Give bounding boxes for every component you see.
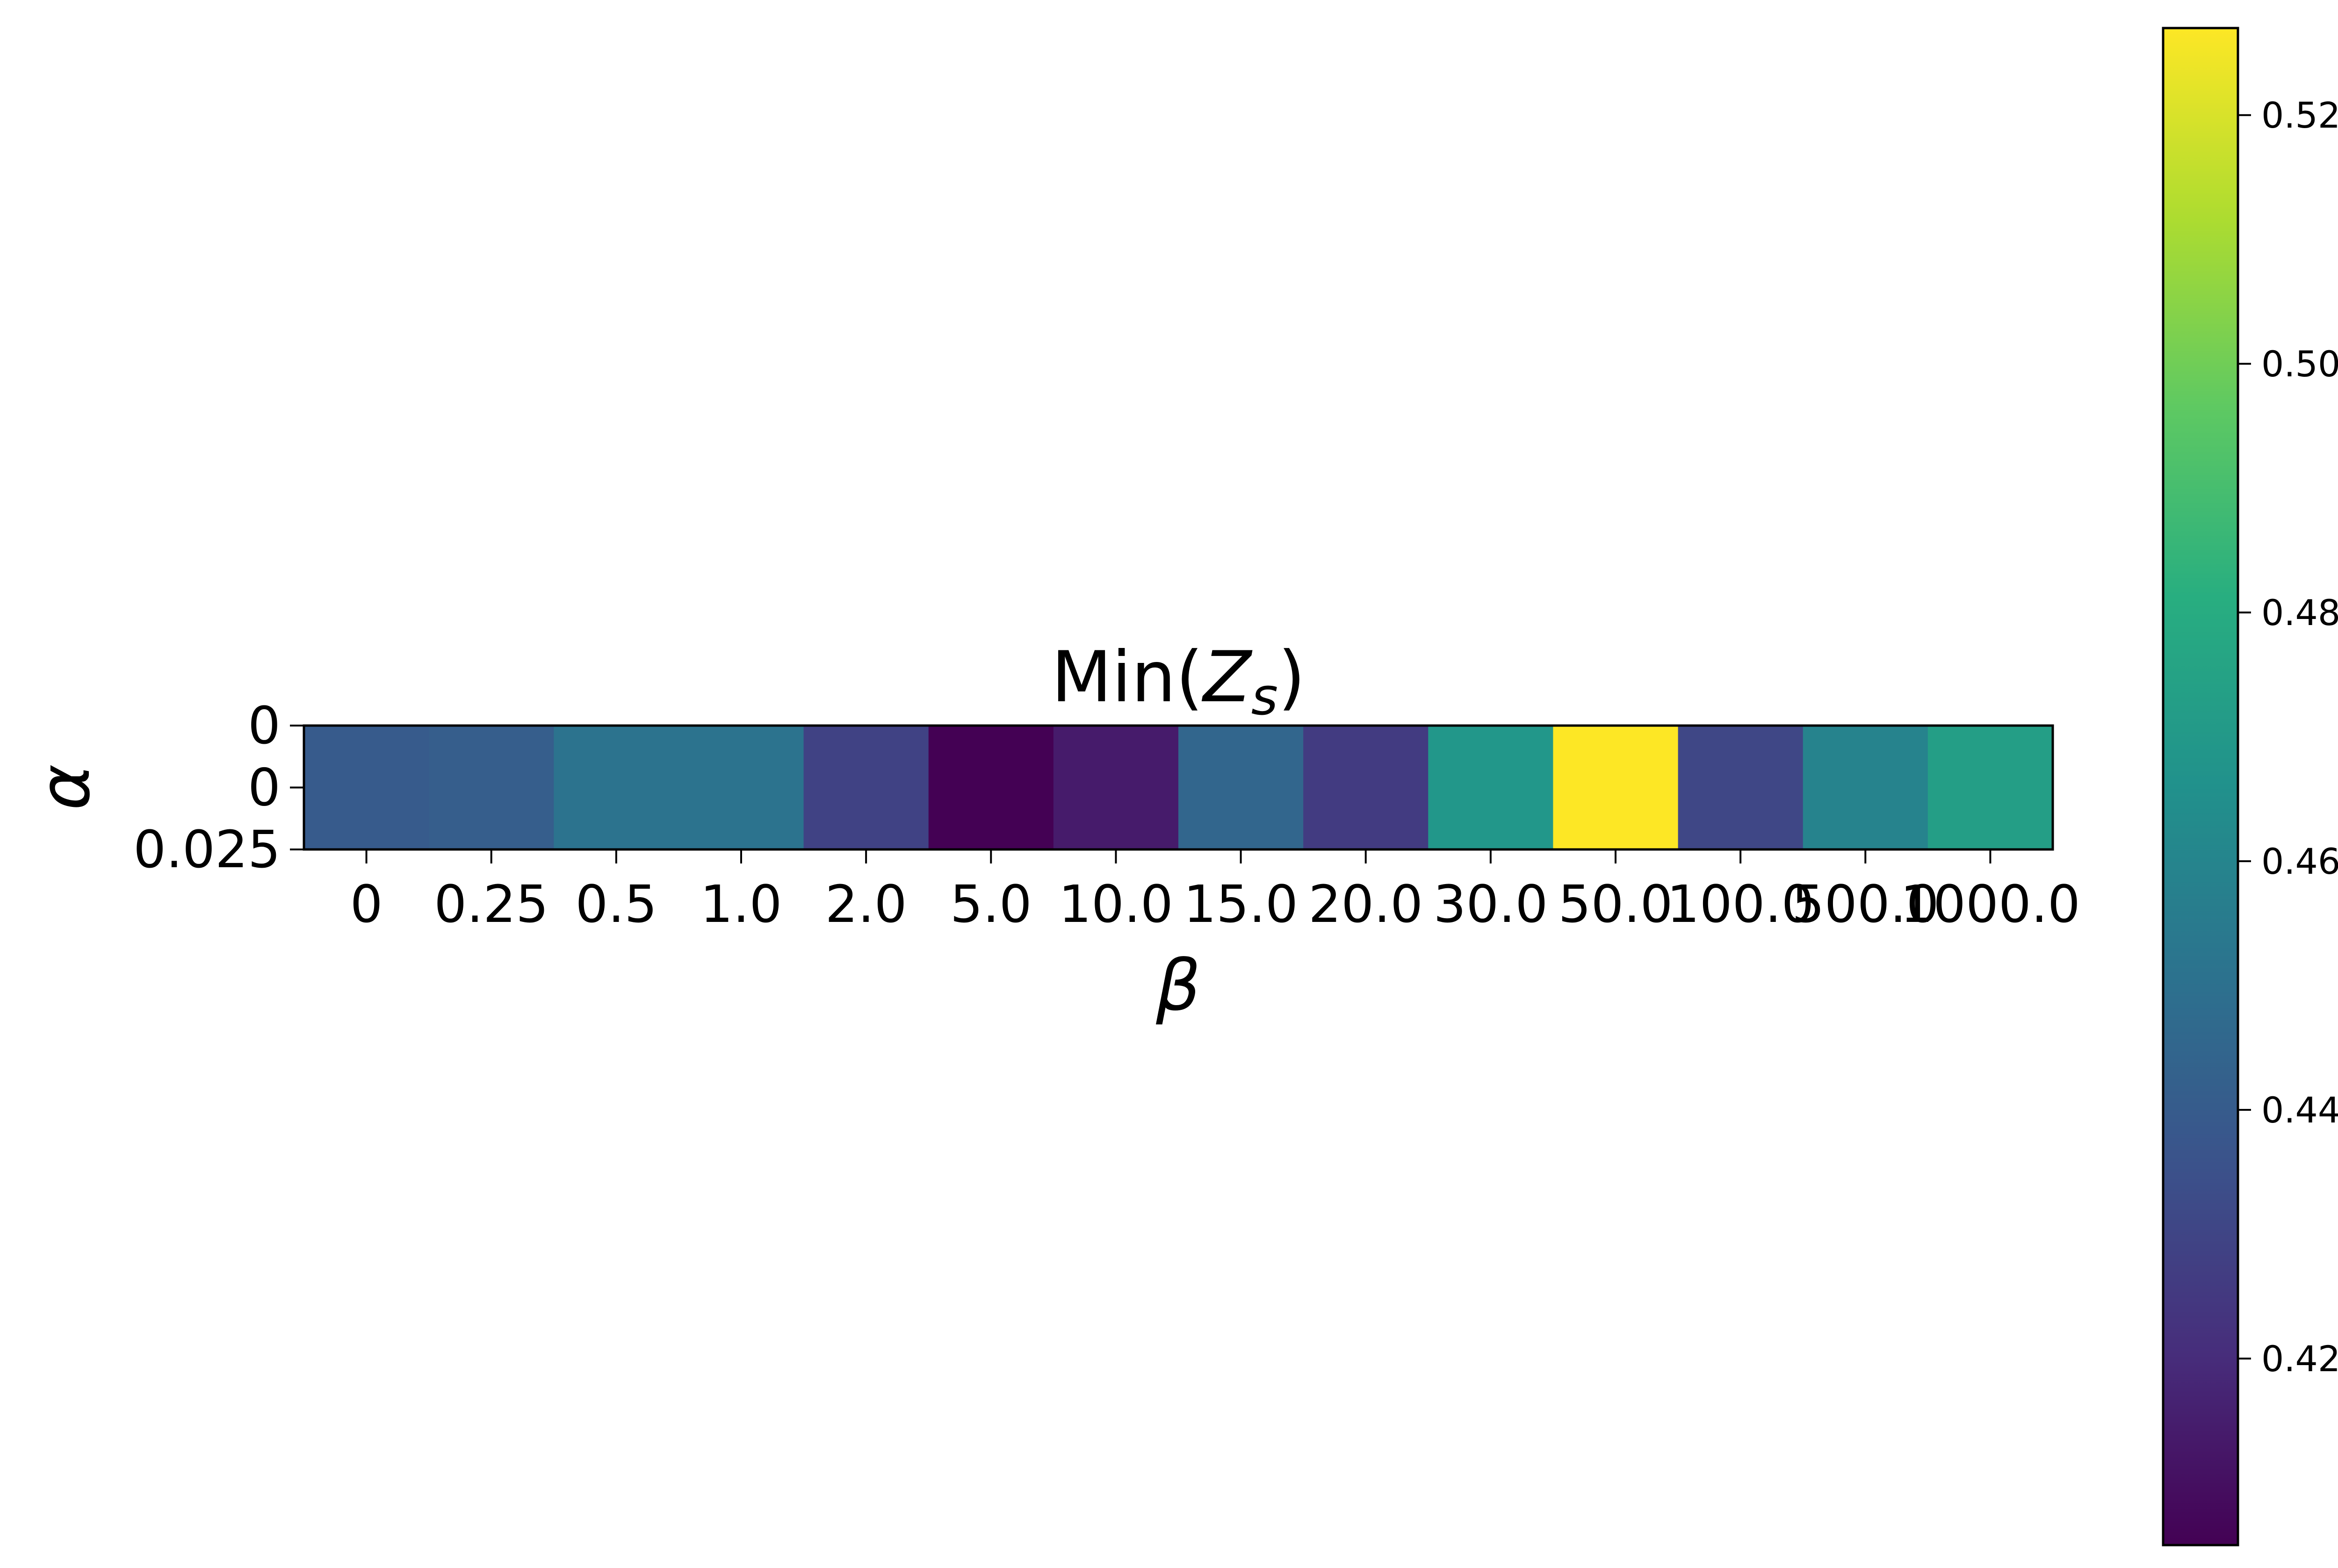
heatmap-cell: [1927, 726, 2053, 849]
heatmap-cell: [1803, 726, 1928, 849]
y-tick-label: 0: [248, 758, 281, 818]
x-tick-label: 0.5: [575, 874, 657, 934]
x-tick-label: 1000.0: [1900, 874, 2080, 934]
x-axis-label: β: [1155, 945, 1201, 1027]
x-ticks: 0 0.25 0.5 1.0 2.0 5.0 10.0 15.0 20.0 30.0 50.0100…: [350, 849, 2080, 934]
y-tick-label: 0: [248, 696, 281, 755]
x-tick-label: 500.0: [1792, 874, 1939, 934]
y-tick-label: 0.025: [133, 820, 281, 879]
colorbar-tick-label: 0.48: [2261, 592, 2338, 633]
colorbar-tick-label: 0.42: [2261, 1338, 2338, 1380]
colorbar-tick-label: 0.50: [2261, 343, 2338, 385]
heatmap-cell: [678, 726, 804, 849]
heatmap-cell: [1553, 726, 1679, 849]
colorbar-tick-label: 0.52: [2261, 94, 2338, 136]
colorbar-tick-label: 0.44: [2261, 1089, 2338, 1131]
x-tick-label: 5.0: [950, 874, 1032, 934]
heatmap-cells: [304, 726, 2053, 849]
colorbar-ticks: 0.42 0.44 0.46 0.48 0.50 0.52: [2238, 94, 2338, 1380]
heatmap-cell: [1678, 726, 1804, 849]
x-tick-label: 0: [350, 874, 383, 934]
heatmap-cell: [1303, 726, 1429, 849]
heatmap-cell: [1178, 726, 1304, 849]
x-tick-label: 10.0: [1059, 874, 1173, 934]
heatmap-cell: [803, 726, 929, 849]
x-tick-label: 100.0: [1667, 874, 1814, 934]
x-tick-label: 0.25: [434, 874, 548, 934]
x-tick-label: 20.0: [1308, 874, 1423, 934]
colorbar: [2163, 28, 2238, 1545]
colorbar-frame: [2162, 27, 2239, 1546]
heatmap-cell: [304, 726, 429, 849]
x-tick-label: 30.0: [1433, 874, 1548, 934]
heatmap-cell: [1053, 726, 1179, 849]
colorbar-tick-label: 0.46: [2261, 841, 2338, 882]
x-tick-label: 2.0: [825, 874, 907, 934]
heatmap-cell: [928, 726, 1054, 849]
heatmap-cell: [1428, 726, 1554, 849]
heatmap-cell: [554, 726, 679, 849]
y-axis-label: α: [24, 764, 106, 811]
chart-title: Min(Zs): [1051, 637, 1305, 726]
x-tick-label: 15.0: [1183, 874, 1298, 934]
x-tick-label: 50.0: [1559, 874, 1673, 934]
x-tick-label: 1.0: [700, 874, 782, 934]
y-ticks: 000.025: [133, 696, 304, 879]
heatmap-cell: [429, 726, 555, 849]
